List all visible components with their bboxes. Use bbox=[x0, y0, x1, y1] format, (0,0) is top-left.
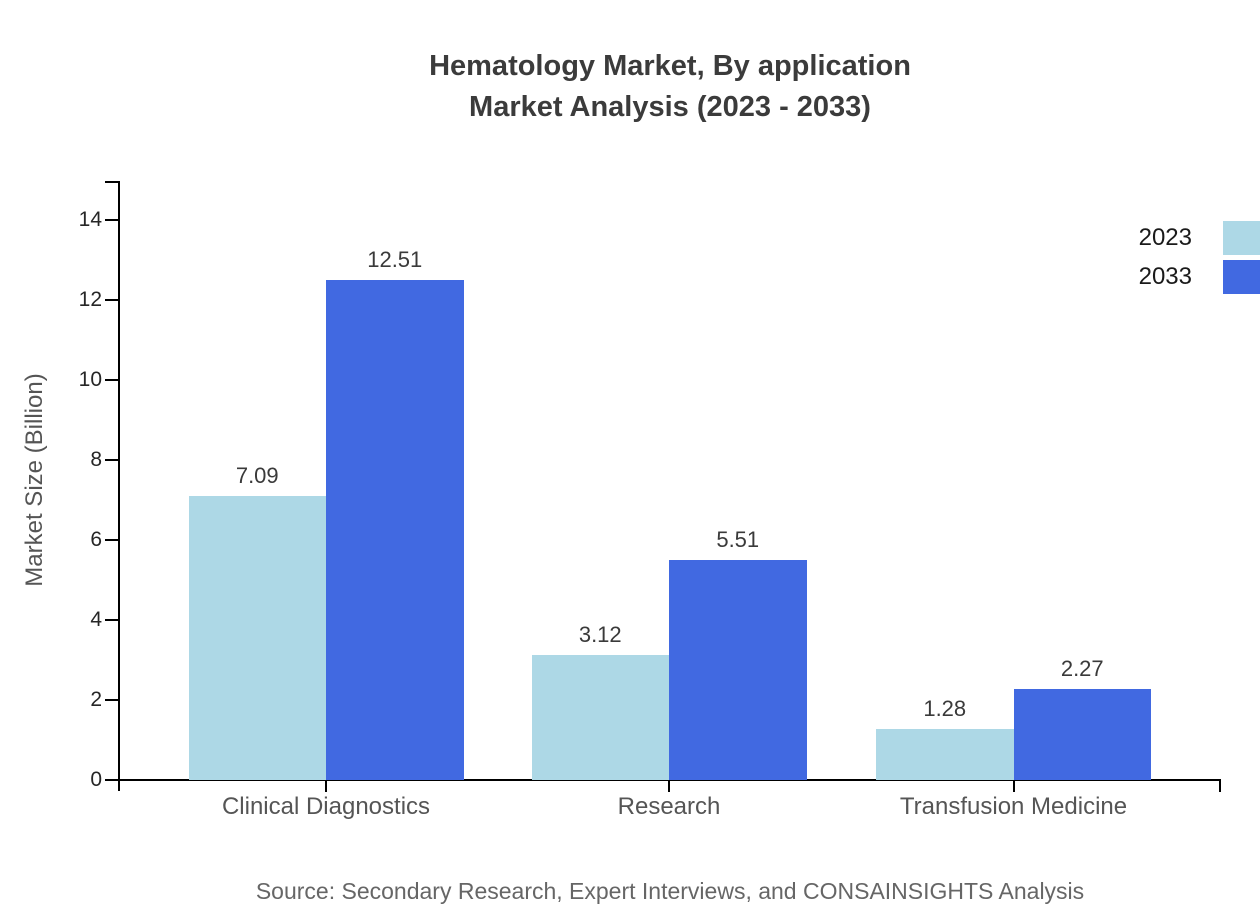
y-axis-spine bbox=[118, 181, 120, 791]
y-tick-label: 4 bbox=[90, 608, 102, 631]
x-axis-end-tick bbox=[1219, 779, 1221, 792]
y-tick bbox=[105, 779, 118, 781]
category-label: Research bbox=[617, 793, 721, 820]
legend-label-2023: 2023 bbox=[1138, 224, 1192, 251]
y-tick-label: 8 bbox=[90, 448, 102, 471]
bar-2023-0 bbox=[188, 496, 326, 780]
source-note: Source: Secondary Research, Expert Inter… bbox=[255, 878, 1085, 904]
bar-value-label: 7.09 bbox=[235, 463, 279, 489]
category-label: Clinical Diagnostics bbox=[221, 793, 431, 820]
bar-value-label: 3.12 bbox=[578, 622, 622, 648]
y-tick bbox=[105, 459, 118, 461]
x-tick bbox=[668, 779, 670, 792]
bar-value-label: 5.51 bbox=[716, 526, 760, 552]
legend-swatch-2023 bbox=[1223, 221, 1260, 255]
y-tick-label: 0 bbox=[90, 768, 102, 791]
y-axis-end-tick bbox=[105, 181, 118, 183]
y-tick-label: 10 bbox=[78, 368, 102, 391]
y-tick-label: 6 bbox=[90, 528, 102, 551]
y-tick bbox=[105, 299, 118, 301]
x-axis-spine bbox=[105, 779, 1221, 781]
bar-2033-0 bbox=[326, 279, 464, 780]
y-tick-label: 12 bbox=[78, 288, 102, 311]
bar-value-label: 2.27 bbox=[1060, 656, 1104, 682]
y-tick-label: 2 bbox=[90, 688, 102, 711]
x-tick bbox=[325, 779, 327, 792]
bar-value-label: 12.51 bbox=[367, 246, 423, 272]
legend-label-2033: 2033 bbox=[1138, 263, 1192, 290]
y-tick bbox=[105, 539, 118, 541]
y-tick bbox=[105, 219, 118, 221]
bar-2023-2 bbox=[876, 728, 1014, 780]
y-tick bbox=[105, 379, 118, 381]
category-label: Transfusion Medicine bbox=[899, 793, 1128, 820]
bar-2033-1 bbox=[669, 559, 807, 780]
x-tick bbox=[1012, 779, 1015, 792]
chart-title-line1: Hematology Market, By application bbox=[429, 50, 911, 82]
chart-title-line2: Market Analysis (2023 - 2033) bbox=[469, 91, 871, 123]
legend-swatch-2033 bbox=[1223, 260, 1260, 294]
bar-2033-2 bbox=[1013, 689, 1151, 780]
bar-2023-1 bbox=[531, 655, 669, 780]
y-tick bbox=[105, 619, 118, 621]
y-tick-label: 14 bbox=[78, 208, 102, 231]
y-tick bbox=[105, 699, 118, 701]
chart-title: Hematology Market, By application Market… bbox=[80, 46, 1260, 128]
bar-value-label: 1.28 bbox=[923, 695, 967, 721]
